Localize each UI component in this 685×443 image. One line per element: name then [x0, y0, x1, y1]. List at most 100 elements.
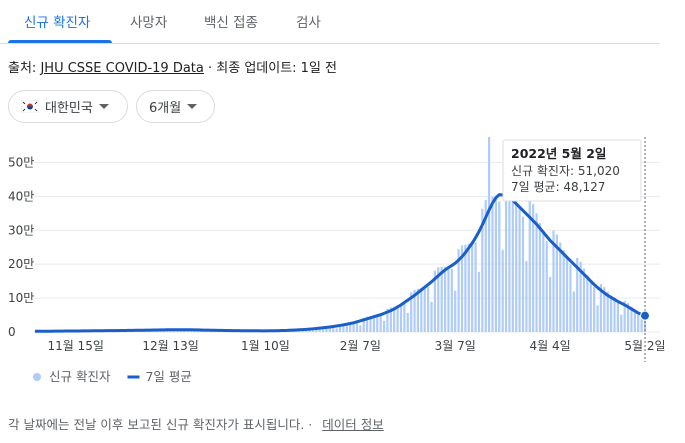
bar: [457, 249, 460, 332]
source-link[interactable]: JHU CSSE COVID-19 Data: [40, 61, 204, 76]
bar: [545, 241, 548, 332]
bar: [416, 288, 420, 332]
bar: [508, 177, 511, 332]
bar: [481, 208, 484, 332]
data-info-link[interactable]: 데이터 정보: [322, 417, 384, 432]
tab[interactable]: 신규 확진자: [24, 15, 91, 31]
bar: [620, 314, 623, 332]
bar: [372, 315, 375, 332]
dropdown-arrow: [187, 103, 198, 109]
bar: [311, 330, 314, 332]
bar: [447, 267, 450, 332]
bar: [528, 200, 531, 332]
bar: [538, 223, 542, 332]
x-tick-label: 2월 7일: [340, 339, 381, 353]
tab[interactable]: 사망자: [130, 15, 168, 31]
bar: [613, 299, 616, 332]
bar: [345, 323, 348, 332]
bar: [603, 287, 606, 332]
bar: [477, 271, 481, 332]
bar: [366, 316, 369, 332]
bar: [576, 257, 579, 332]
bar: [616, 303, 619, 332]
bar: [349, 323, 352, 332]
bar: [640, 315, 643, 332]
bar: [376, 315, 379, 332]
chart: 0 10만 20만 30만 40만 50만 11월 15일 12월 13일 1월 10일 2월 7…: [8, 137, 666, 384]
bar: [433, 270, 436, 332]
bar: [542, 232, 545, 332]
bar: [552, 230, 555, 332]
update-info: · 최종 업데이트: 1일 전: [208, 61, 338, 76]
bar: [610, 295, 613, 332]
y-tick-label: 0: [8, 325, 16, 339]
tab-bar: 신규 확진자 사망자 백신 접종 검사: [0, 0, 660, 44]
bar: [359, 325, 362, 332]
bar: [440, 266, 443, 332]
tab[interactable]: 백신 접종: [204, 15, 258, 31]
tooltip-line: 신규 확진자: 51,020: [511, 164, 620, 178]
bar: [464, 244, 467, 332]
separator: ·: [308, 417, 317, 432]
bar: [484, 200, 487, 332]
bar: [623, 300, 626, 332]
dropdown-arrow: [98, 103, 109, 109]
bar: [427, 286, 430, 332]
tooltip-title: 2022년 5월 2일: [511, 146, 606, 161]
bar: [423, 287, 426, 332]
bar: [535, 213, 538, 332]
bar: [396, 305, 399, 332]
bar: [362, 317, 365, 332]
bar: [393, 306, 396, 332]
bar: [515, 197, 518, 332]
bar: [562, 250, 565, 332]
bar: [382, 320, 386, 332]
bar: [413, 289, 416, 332]
bar: [420, 287, 423, 332]
tooltip-box: [502, 139, 642, 202]
y-tick-label: 50만: [8, 155, 34, 169]
bar: [467, 243, 470, 332]
flag-icon: [21, 100, 39, 113]
legend-label: 7일 평균: [145, 369, 191, 384]
bar: [332, 326, 335, 332]
source-line: 출처: JHU CSSE COVID-19 Data · 최종 업데이트: 1일…: [8, 57, 337, 76]
x-tick-label: 3월 7일: [435, 339, 476, 353]
x-tick-label: 12월 13일: [142, 339, 198, 353]
bar: [386, 308, 389, 332]
bar: [637, 313, 640, 332]
bar: [379, 315, 382, 332]
y-tick-label: 40만: [8, 189, 34, 203]
bar: [633, 309, 636, 332]
bar: [338, 324, 342, 332]
bar: [630, 306, 633, 332]
bar: [596, 305, 599, 332]
dropdown-label: 대한민국: [45, 101, 93, 116]
region-dropdown[interactable]: 대한민국: [8, 90, 128, 123]
bar: [565, 257, 569, 332]
bar: [389, 307, 392, 332]
bar: [437, 267, 440, 332]
tab[interactable]: 검사: [296, 15, 321, 31]
bar: [518, 207, 521, 332]
x-tick-label: 11월 15일: [47, 339, 103, 353]
period-dropdown[interactable]: 6개월: [136, 90, 215, 123]
bar: [399, 304, 403, 332]
x-tick-label: 1월 10일: [241, 339, 290, 353]
bar: [410, 292, 413, 332]
bar: [355, 322, 359, 332]
bar: [328, 326, 331, 332]
bar: [325, 327, 328, 332]
bar: [521, 216, 525, 332]
x-tick-label: 4월 4일: [530, 339, 571, 353]
bar: [443, 266, 447, 332]
line: [34, 193, 646, 333]
bar: [474, 242, 477, 332]
dropdown-label: 6개월: [149, 101, 182, 116]
legend-swatch: [33, 373, 41, 381]
tooltip-line: 7일 평균: 48,127: [511, 180, 605, 194]
bar: [335, 328, 338, 332]
bar: [342, 323, 345, 332]
